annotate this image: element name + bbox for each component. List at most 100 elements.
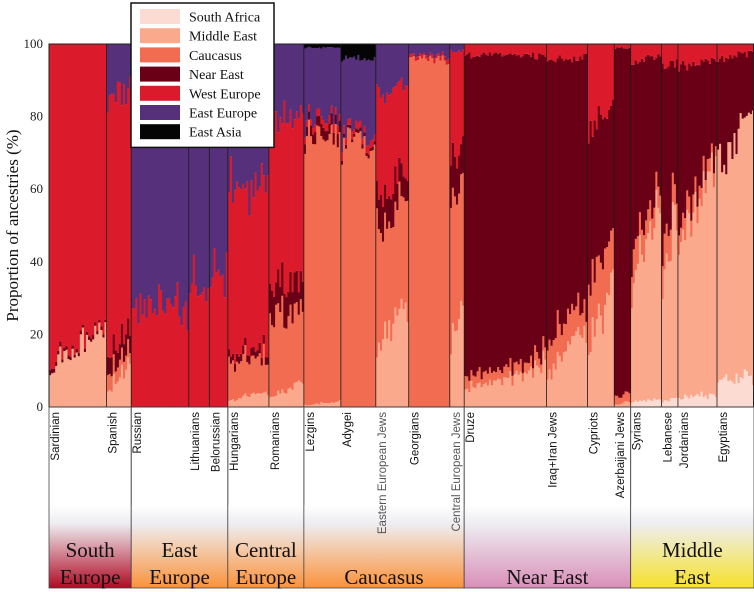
bar-segment-near-east bbox=[653, 59, 656, 208]
bar-segment-middle-east bbox=[275, 395, 278, 407]
bar-segment-middle-east bbox=[749, 114, 753, 376]
bar-segment-caucasus bbox=[688, 196, 691, 214]
bar-segment-middle-east bbox=[295, 381, 299, 407]
bar-segment-west-europe bbox=[675, 44, 679, 60]
bar-segment-caucasus bbox=[127, 339, 130, 358]
bar-segment-caucasus bbox=[375, 208, 379, 358]
bar-segment-near-east bbox=[351, 139, 354, 143]
bar-segment-near-east bbox=[478, 56, 482, 368]
bar-segment-west-europe bbox=[59, 44, 62, 342]
bar-segment-middle-east bbox=[686, 209, 689, 397]
bar-segment-caucasus bbox=[466, 376, 469, 389]
bar-segment-west-europe bbox=[258, 186, 262, 343]
bar-segment-near-east bbox=[710, 57, 714, 144]
bar-segment-west-europe bbox=[443, 56, 447, 61]
bar-segment-east-europe bbox=[392, 44, 395, 88]
bar-segment-west-europe bbox=[168, 298, 171, 407]
bar-segment-caucasus bbox=[519, 358, 523, 372]
bar-segment-west-europe bbox=[733, 44, 736, 56]
bar-segment-east-europe bbox=[416, 44, 420, 57]
bar-segment-middle-east bbox=[336, 401, 340, 407]
bar-segment-caucasus bbox=[359, 131, 362, 407]
bar-segment-caucasus bbox=[669, 229, 673, 261]
region-label: Europe bbox=[149, 565, 210, 589]
bar-segment-east-asia bbox=[361, 44, 364, 61]
bar-segment-south-africa bbox=[751, 384, 754, 407]
bar-segment-east-europe bbox=[338, 47, 342, 115]
bar-segment-middle-east bbox=[554, 369, 558, 407]
bar-segment-west-europe bbox=[460, 52, 463, 145]
bar-segment-caucasus bbox=[634, 238, 638, 271]
bar-segment-near-east bbox=[523, 53, 527, 363]
bar-segment-west-europe bbox=[328, 115, 331, 124]
bar-segment-caucasus bbox=[706, 159, 710, 172]
bar-segment-west-europe bbox=[231, 202, 235, 354]
bar-segment-caucasus bbox=[106, 375, 110, 392]
bar-segment-near-east bbox=[262, 334, 266, 344]
bar-segment-caucasus bbox=[710, 143, 714, 153]
bar-segment-west-europe bbox=[470, 44, 473, 59]
bar-segment-east-europe bbox=[386, 44, 389, 93]
bar-segment-west-europe bbox=[534, 44, 537, 60]
bar-segment-west-europe bbox=[486, 44, 490, 56]
bar-segment-west-europe bbox=[431, 54, 434, 59]
bar-segment-west-europe bbox=[295, 111, 299, 271]
bar-segment-west-europe bbox=[207, 288, 210, 407]
bar-segment-near-east bbox=[283, 293, 286, 328]
bar-segment-caucasus bbox=[334, 124, 338, 403]
population-label: Lebanese bbox=[663, 412, 675, 463]
bar-segment-near-east bbox=[406, 180, 410, 201]
bar-segment-south-africa bbox=[721, 379, 724, 407]
bar-segment-middle-east bbox=[579, 335, 582, 407]
bar-segment-near-east bbox=[702, 61, 706, 156]
bar-segment-near-east bbox=[554, 62, 558, 339]
bar-segment-middle-east bbox=[680, 242, 683, 400]
bar-segment-south-africa bbox=[729, 379, 732, 407]
bar-segment-south-africa bbox=[737, 383, 741, 407]
bar-segment-west-europe bbox=[527, 44, 531, 55]
bar-segment-middle-east bbox=[550, 379, 553, 407]
population-separators bbox=[106, 44, 718, 407]
bar-segment-east-europe bbox=[215, 44, 218, 273]
bar-segment-caucasus bbox=[414, 60, 418, 407]
bar-segment-near-east bbox=[307, 111, 311, 120]
bar-segment-near-east bbox=[229, 356, 233, 364]
bar-segment-west-europe bbox=[67, 44, 70, 356]
bar-segment-west-europe bbox=[636, 44, 640, 64]
bar-segment-caucasus bbox=[622, 394, 625, 403]
bar-segment-near-east bbox=[57, 350, 60, 355]
bar-segment-near-east bbox=[63, 348, 66, 352]
bar-segment-caucasus bbox=[657, 186, 660, 208]
bar-segment-east-europe bbox=[355, 59, 358, 121]
bar-segment-near-east bbox=[458, 155, 461, 194]
bar-segment-caucasus bbox=[513, 362, 516, 375]
bar-segment-east-europe bbox=[293, 44, 297, 120]
bar-segment-west-europe bbox=[386, 92, 389, 199]
bar-segment-east-europe bbox=[295, 44, 299, 112]
bar-segment-middle-east bbox=[731, 159, 734, 382]
bar-segment-middle-east bbox=[49, 375, 52, 407]
bar-segment-near-east bbox=[511, 54, 514, 376]
bar-segment-middle-east bbox=[381, 339, 385, 407]
bar-segment-south-africa bbox=[747, 376, 751, 407]
bar-segment-near-east bbox=[536, 59, 539, 353]
bar-segment-west-europe bbox=[492, 44, 496, 54]
bar-segment-caucasus bbox=[525, 362, 529, 374]
bar-segment-west-europe bbox=[608, 44, 611, 111]
bar-segment-west-europe bbox=[571, 44, 574, 63]
bar-segment-caucasus bbox=[655, 171, 658, 190]
bar-segment-south-africa bbox=[698, 396, 701, 407]
bar-segment-west-europe bbox=[217, 269, 220, 407]
bar-segment-west-europe bbox=[667, 44, 671, 67]
bar-segment-near-east bbox=[347, 124, 350, 128]
bar-segment-middle-east bbox=[332, 402, 336, 407]
bar-segment-east-europe bbox=[437, 44, 440, 54]
bar-segment-middle-east bbox=[112, 373, 116, 407]
bar-segment-near-east bbox=[612, 99, 615, 229]
bar-segment-caucasus bbox=[344, 148, 348, 407]
bar-segment-middle-east bbox=[669, 260, 673, 399]
bar-segment-near-east bbox=[659, 56, 662, 196]
bar-segment-caucasus bbox=[492, 371, 496, 381]
bar-segment-east-europe bbox=[188, 44, 192, 294]
bar-segment-near-east bbox=[735, 57, 738, 155]
